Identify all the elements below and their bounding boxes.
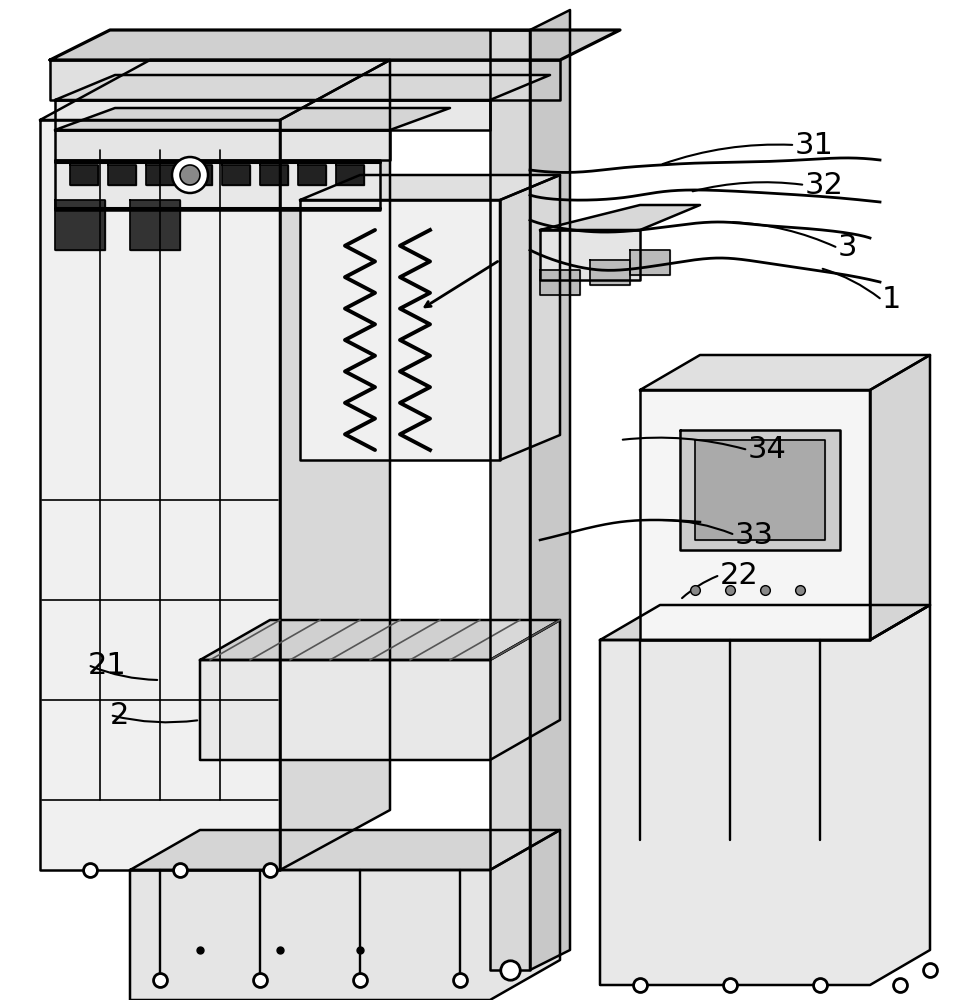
- Polygon shape: [55, 160, 380, 210]
- Polygon shape: [200, 620, 560, 660]
- Polygon shape: [530, 10, 570, 970]
- Text: 2: 2: [110, 700, 129, 730]
- Polygon shape: [55, 100, 490, 130]
- Polygon shape: [146, 165, 174, 185]
- Polygon shape: [70, 165, 98, 185]
- Circle shape: [180, 165, 200, 185]
- Polygon shape: [540, 230, 640, 280]
- Polygon shape: [55, 75, 550, 100]
- Polygon shape: [184, 165, 212, 185]
- Polygon shape: [500, 175, 560, 460]
- Polygon shape: [590, 260, 630, 285]
- Polygon shape: [600, 605, 930, 640]
- Polygon shape: [630, 250, 670, 275]
- Polygon shape: [490, 30, 530, 970]
- Text: 31: 31: [795, 130, 834, 159]
- Text: 32: 32: [805, 170, 843, 200]
- Polygon shape: [640, 390, 870, 640]
- Polygon shape: [260, 165, 288, 185]
- Polygon shape: [40, 120, 280, 870]
- Text: 21: 21: [88, 650, 126, 680]
- Polygon shape: [55, 130, 390, 160]
- Text: 34: 34: [748, 436, 786, 464]
- Polygon shape: [640, 355, 930, 390]
- Polygon shape: [130, 830, 560, 870]
- Polygon shape: [40, 60, 390, 120]
- Polygon shape: [55, 108, 450, 130]
- Polygon shape: [108, 165, 136, 185]
- Text: 33: 33: [735, 520, 774, 550]
- Polygon shape: [130, 200, 180, 250]
- Polygon shape: [540, 270, 580, 295]
- Polygon shape: [222, 165, 250, 185]
- Text: 22: 22: [720, 560, 758, 589]
- Polygon shape: [870, 355, 930, 640]
- Polygon shape: [600, 605, 930, 985]
- Polygon shape: [280, 60, 390, 870]
- Polygon shape: [680, 430, 840, 550]
- Polygon shape: [130, 830, 560, 1000]
- Polygon shape: [695, 440, 825, 540]
- Polygon shape: [50, 60, 560, 100]
- Polygon shape: [300, 200, 500, 460]
- Polygon shape: [540, 205, 700, 230]
- Polygon shape: [300, 175, 560, 200]
- Text: 3: 3: [838, 233, 858, 262]
- Polygon shape: [200, 620, 560, 760]
- Polygon shape: [336, 165, 364, 185]
- Text: 1: 1: [882, 286, 901, 314]
- Polygon shape: [298, 165, 326, 185]
- Polygon shape: [55, 200, 105, 250]
- Circle shape: [172, 157, 208, 193]
- Polygon shape: [50, 30, 620, 60]
